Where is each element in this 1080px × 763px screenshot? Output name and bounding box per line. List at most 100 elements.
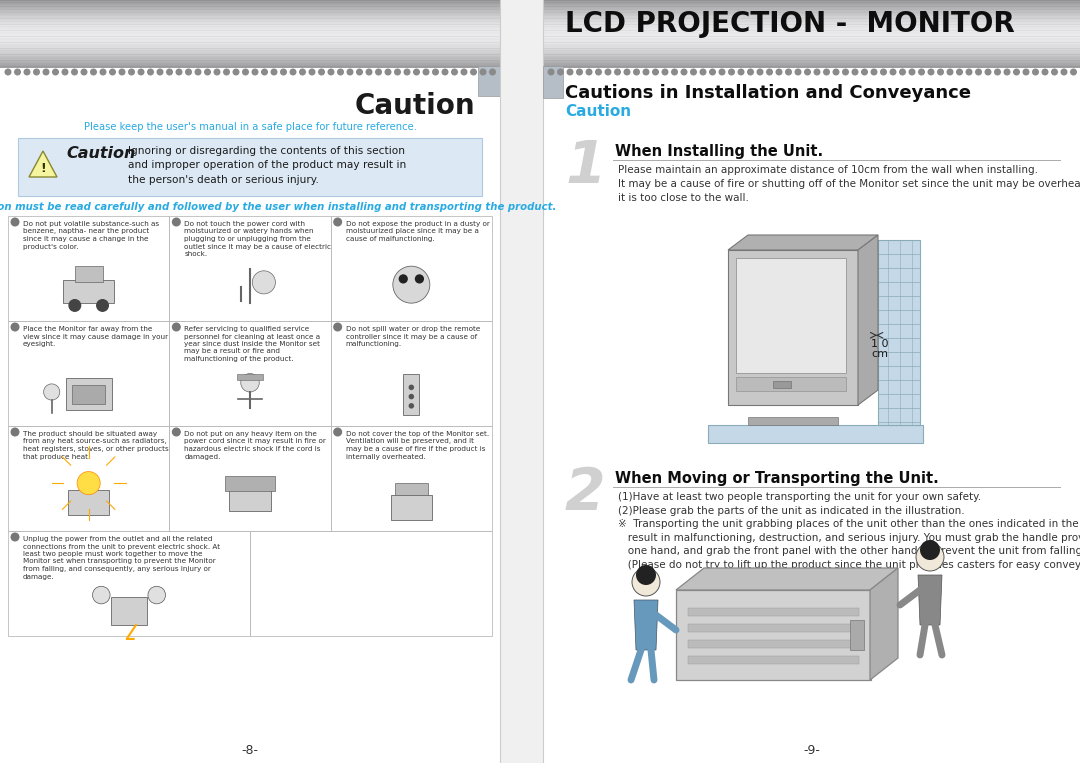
Bar: [170, 216, 330, 321]
Bar: [0, 54, 500, 56]
Circle shape: [842, 69, 848, 75]
Circle shape: [549, 69, 554, 75]
Bar: [0, 12, 500, 14]
Bar: [543, 42, 1080, 43]
Bar: [0, 4, 500, 5]
Circle shape: [909, 69, 915, 75]
Bar: [543, 23, 1080, 24]
Bar: [0, 34, 500, 35]
Circle shape: [173, 324, 180, 331]
Circle shape: [334, 324, 341, 331]
Bar: [543, 11, 1080, 12]
Bar: [0, 43, 500, 45]
Bar: [0, 47, 500, 49]
Circle shape: [700, 69, 706, 75]
Circle shape: [1042, 69, 1048, 75]
Circle shape: [11, 324, 18, 331]
Bar: [72, 385, 105, 404]
Bar: [0, 53, 500, 54]
Bar: [0, 38, 500, 40]
Circle shape: [93, 586, 110, 604]
Circle shape: [119, 69, 125, 75]
Bar: [64, 280, 114, 303]
Circle shape: [33, 69, 39, 75]
Bar: [0, 7, 500, 8]
Circle shape: [632, 568, 660, 596]
Bar: [8, 216, 170, 321]
Circle shape: [408, 385, 414, 390]
Circle shape: [63, 69, 68, 75]
Bar: [543, 24, 1080, 26]
Text: -9-: -9-: [804, 743, 820, 756]
Circle shape: [1023, 69, 1029, 75]
Bar: [0, 40, 500, 42]
Circle shape: [729, 69, 734, 75]
Bar: [0, 14, 500, 15]
Text: Do not touch the power cord with
moistuurized or watery hands when
plugging to o: Do not touch the power cord with moistuu…: [185, 221, 332, 257]
Circle shape: [158, 69, 163, 75]
Text: Do not put on any heavy item on the
power cord since it may result in fire or
ha: Do not put on any heavy item on the powe…: [185, 431, 326, 459]
Circle shape: [253, 271, 275, 294]
Circle shape: [1014, 69, 1020, 75]
Bar: [543, 2, 1080, 3]
Bar: [543, 33, 1080, 34]
Text: Do not expose the product in a dusty or
moistuurized place since it may be a
cau: Do not expose the product in a dusty or …: [346, 221, 489, 242]
Bar: [543, 66, 563, 98]
Text: Place the Monitor far away from the
view since it may cause damage in your
eyesi: Place the Monitor far away from the view…: [23, 326, 168, 347]
Bar: [543, 37, 1080, 38]
Circle shape: [880, 69, 887, 75]
Circle shape: [481, 69, 486, 75]
Bar: [0, 52, 500, 53]
Bar: [0, 42, 500, 43]
Bar: [0, 33, 500, 34]
Bar: [543, 8, 1080, 9]
Bar: [0, 3, 500, 4]
Circle shape: [415, 274, 424, 284]
Bar: [68, 490, 109, 516]
Circle shape: [5, 69, 11, 75]
Polygon shape: [728, 235, 878, 250]
Bar: [8, 321, 170, 426]
Circle shape: [366, 69, 372, 75]
Bar: [0, 50, 500, 52]
Circle shape: [408, 394, 414, 399]
Text: 1: 1: [565, 138, 606, 195]
Circle shape: [328, 69, 334, 75]
Text: Cautions in Installation and Conveyance: Cautions in Installation and Conveyance: [565, 84, 971, 102]
Bar: [543, 30, 1080, 31]
Circle shape: [890, 69, 895, 75]
Text: Please maintain an approximate distance of 10cm from the wall when installing.
I: Please maintain an approximate distance …: [618, 165, 1080, 203]
Bar: [543, 49, 1080, 50]
Circle shape: [919, 69, 924, 75]
Circle shape: [186, 69, 191, 75]
Bar: [110, 597, 148, 625]
Bar: [0, 26, 500, 27]
Circle shape: [985, 69, 990, 75]
Bar: [403, 374, 419, 415]
Bar: [543, 14, 1080, 15]
Circle shape: [691, 69, 697, 75]
Polygon shape: [634, 600, 658, 650]
Bar: [330, 426, 492, 531]
Text: 2: 2: [565, 465, 606, 522]
Circle shape: [1052, 69, 1057, 75]
Circle shape: [347, 69, 353, 75]
Circle shape: [77, 472, 100, 494]
Circle shape: [281, 69, 286, 75]
Text: The product should be situated away
from any heat source-such as radiators,
heat: The product should be situated away from…: [23, 431, 168, 459]
Circle shape: [719, 69, 725, 75]
Circle shape: [69, 300, 81, 311]
Text: Unplug the power from the outlet and all the related
connections from the unit t: Unplug the power from the outlet and all…: [23, 536, 220, 580]
Bar: [391, 494, 432, 520]
Bar: [0, 9, 500, 11]
Bar: [543, 53, 1080, 54]
Circle shape: [644, 69, 649, 75]
Circle shape: [461, 69, 467, 75]
Circle shape: [11, 218, 18, 226]
Bar: [0, 15, 500, 16]
Circle shape: [129, 69, 134, 75]
Circle shape: [920, 540, 940, 560]
Bar: [0, 49, 500, 50]
Circle shape: [786, 69, 792, 75]
Circle shape: [173, 428, 180, 436]
